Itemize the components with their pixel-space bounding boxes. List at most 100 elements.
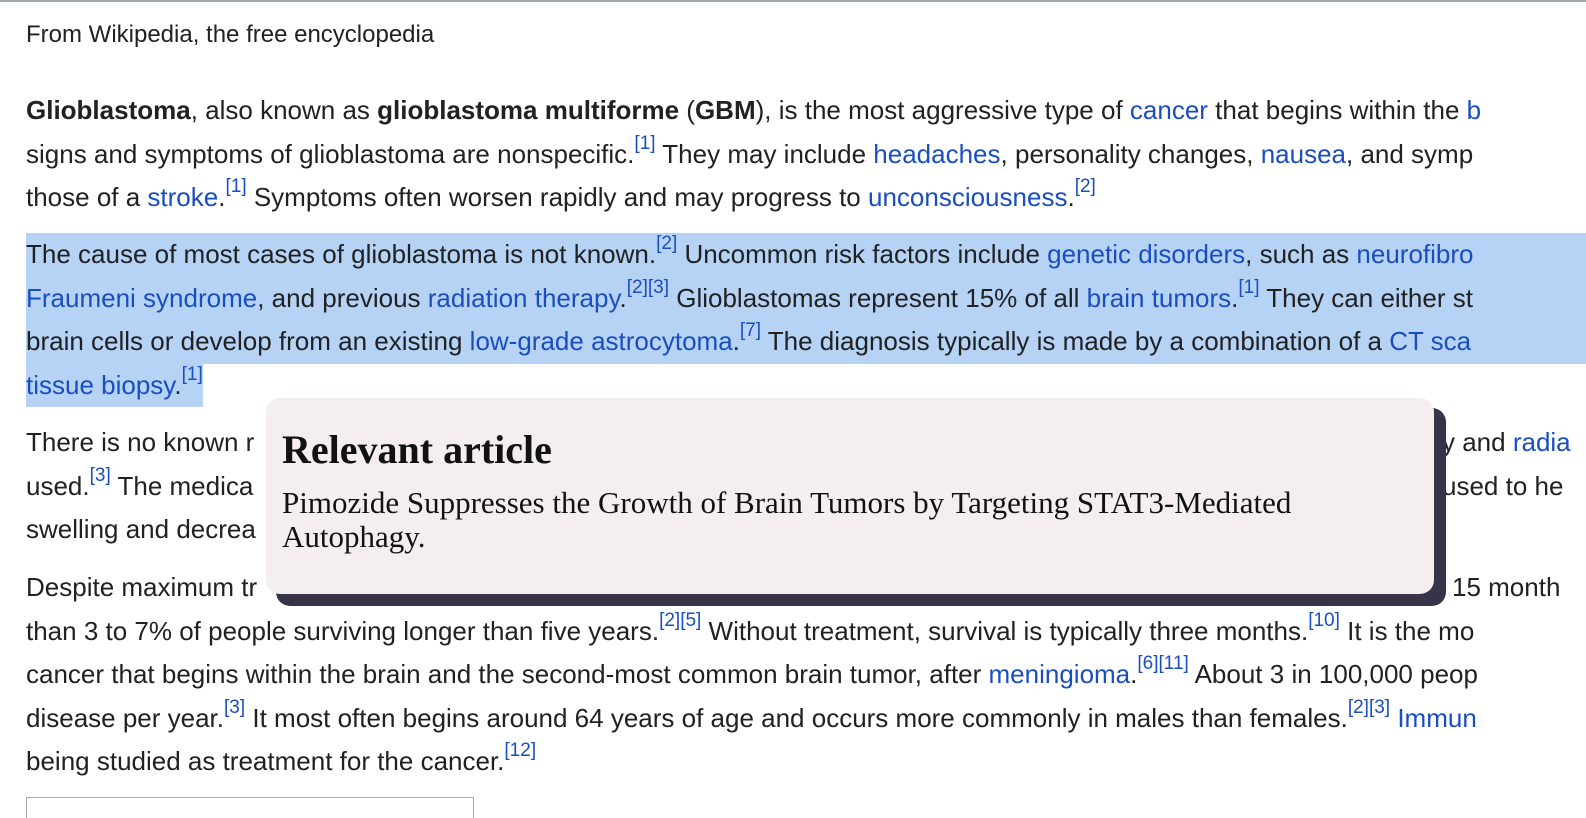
link-cancer[interactable]: cancer (1129, 95, 1208, 125)
body-text: . (732, 326, 740, 356)
link-low-grade-astrocytoma[interactable]: low-grade astrocytoma (469, 326, 733, 356)
citation-link[interactable]: [1] (181, 363, 203, 385)
link-headaches[interactable]: headaches (873, 138, 1001, 169)
body-text: disease per year. (26, 702, 225, 733)
link-tissue-biopsy[interactable]: tissue biopsy (26, 369, 175, 400)
citation-link[interactable]: [3] (647, 276, 669, 298)
body-text: Symptoms often worsen rapidly and may pr… (246, 182, 868, 212)
body-text: 15 month (1452, 572, 1561, 602)
citation-link[interactable]: [6] (1137, 653, 1159, 674)
intro-paragraph-3: There is no known r used.[3] The medica … (26, 421, 1586, 552)
text-line: signs and symptoms of glioblastoma are n… (26, 133, 1586, 177)
text-line: There is no known r (26, 421, 1586, 465)
body-text: . (174, 369, 182, 400)
citation-link[interactable]: [3] (224, 696, 246, 718)
text-line: Glioblastoma, also known as glioblastoma… (26, 89, 1586, 133)
body-text: . (1231, 282, 1239, 313)
citation-link[interactable]: [1] (1238, 276, 1260, 298)
text-line: used.[3] The medica (26, 465, 1586, 509)
text-line: Despite maximum tr (26, 566, 1586, 610)
body-text: They may include (655, 138, 874, 169)
body-text: , and previous (257, 282, 428, 313)
bold-term: GBM (694, 95, 756, 125)
body-text: cancer that begins within the brain and … (26, 659, 989, 689)
text-line: y and radia (1442, 421, 1586, 465)
body-text: signs and symptoms of glioblastoma are n… (26, 138, 635, 169)
intro-paragraph-4: Despite maximum tr than 3 to 7% of peopl… (26, 566, 1586, 784)
citation-link[interactable]: [2] (626, 276, 648, 298)
popup-article-title[interactable]: Pimozide Suppresses the Growth of Brain … (282, 485, 1292, 554)
bold-term: glioblastoma multiforme (377, 95, 680, 125)
text-line: those of a stroke.[1] Symptoms often wor… (26, 176, 1586, 220)
link-nausea[interactable]: nausea (1260, 138, 1346, 169)
bold-term: Glioblastoma (26, 95, 191, 125)
body-text: used to he (1442, 470, 1564, 501)
body-text: About 3 in 100,000 peop (1188, 659, 1478, 689)
body-text: that begins within the (1207, 95, 1467, 125)
body-text: those of a (26, 182, 148, 212)
text-line: than 3 to 7% of people surviving longer … (26, 610, 1586, 654)
body-text: ( (679, 95, 695, 125)
body-text: They can either st (1259, 282, 1473, 313)
body-text: There is no known r (26, 427, 255, 457)
body-text: used. (26, 470, 90, 501)
citation-link[interactable]: [10] (1308, 609, 1340, 631)
selected-text-line: The cause of most cases of glioblastoma … (26, 233, 1586, 277)
citation-link[interactable]: [2] (1347, 696, 1369, 718)
body-text: , such as (1245, 239, 1357, 269)
body-text: brain cells or develop from an existing (26, 326, 470, 356)
link-li-fraumeni[interactable]: Fraumeni syndrome (26, 282, 258, 313)
selected-text-line: brain cells or develop from an existing … (26, 320, 1586, 364)
body-text: Despite maximum tr (26, 572, 258, 602)
text-line: used to he (1442, 465, 1586, 509)
body-text: . (218, 182, 226, 212)
body-text: than 3 to 7% of people surviving longer … (26, 615, 660, 646)
link-stroke[interactable]: stroke (147, 182, 219, 212)
citation-link[interactable]: [12] (504, 740, 537, 761)
body-text: The cause of most cases of glioblastoma … (26, 239, 657, 269)
citation-link[interactable]: [7] (739, 320, 762, 341)
body-text: swelling and decrea (26, 514, 256, 544)
selected-text-line: tissue biopsy.[1] (26, 363, 1586, 407)
citation-link[interactable]: [2] (656, 233, 678, 254)
citation-link[interactable]: [11] (1158, 653, 1189, 674)
body-text: , personality changes, (1000, 138, 1261, 169)
body-text: being studied as treatment for the cance… (26, 746, 505, 776)
body-text: It is the mo (1339, 615, 1475, 646)
intro-paragraph-2-selected: The cause of most cases of glioblastoma … (26, 233, 1586, 407)
body-text: Uncommon risk factors include (677, 239, 1048, 269)
link-brain-tumors[interactable]: brain tumors (1086, 282, 1232, 313)
link-meningioma[interactable]: meningioma (988, 659, 1131, 689)
link-ct-scan[interactable]: CT sca (1389, 326, 1472, 356)
body-text: The medica (110, 470, 254, 501)
link-radiation[interactable]: radia (1512, 427, 1571, 457)
text-line: swelling and decrea (26, 508, 1586, 552)
body-text: , also known as (190, 95, 378, 125)
text-line: disease per year.[3] It most often begin… (26, 697, 1586, 741)
link-immunotherapy[interactable]: Immun (1397, 702, 1477, 733)
body-text: y and (1442, 427, 1513, 457)
citation-link[interactable]: [2] (659, 609, 681, 631)
citation-link[interactable]: [5] (680, 609, 702, 631)
body-text: . (619, 282, 627, 313)
link-genetic-disorders[interactable]: genetic disorders (1047, 239, 1246, 269)
relevant-article-popup[interactable]: Relevant article Pimozide Suppresses the… (266, 398, 1434, 594)
link-neurofibromatosis[interactable]: neurofibro (1356, 239, 1474, 269)
link-unconsciousness[interactable]: unconsciousness (867, 182, 1068, 212)
body-text: , and symp (1346, 138, 1474, 169)
text-line: being studied as treatment for the cance… (26, 740, 1586, 784)
citation-link[interactable]: [3] (1368, 696, 1391, 718)
citation-link[interactable]: [1] (634, 132, 656, 154)
popup-title: Relevant article (282, 427, 552, 472)
citation-link[interactable]: [2] (1074, 176, 1096, 197)
citation-link[interactable]: [1] (225, 176, 247, 197)
site-tagline: From Wikipedia, the free encyclopedia (26, 21, 435, 48)
link-brain[interactable]: b (1466, 95, 1482, 125)
link-radiation-therapy[interactable]: radiation therapy (427, 282, 620, 313)
text-line: cancer that begins within the brain and … (26, 653, 1586, 697)
intro-paragraph-1: Glioblastoma, also known as glioblastoma… (26, 89, 1586, 220)
body-text: Without treatment, survival is typically… (701, 615, 1309, 646)
intro-paragraph-3-right: y and radia used to he (1442, 421, 1586, 508)
citation-link[interactable]: [3] (89, 464, 111, 486)
body-text: . (1130, 659, 1138, 689)
